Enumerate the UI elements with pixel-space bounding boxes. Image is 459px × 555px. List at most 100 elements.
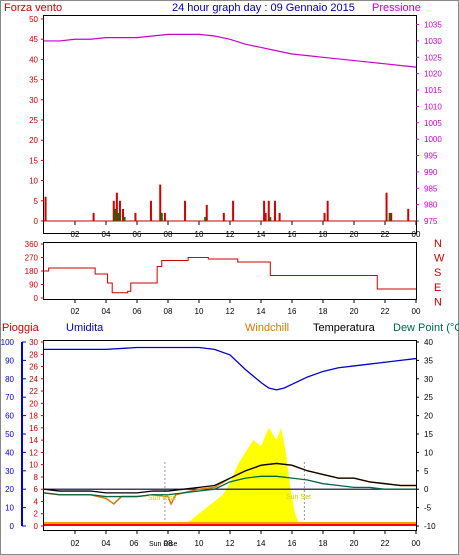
wind-bar xyxy=(390,212,393,221)
hour-tick-label: 04 xyxy=(102,307,111,316)
temperature-tick-label: 10 xyxy=(424,448,433,457)
hour-tick-label: 12 xyxy=(226,307,235,316)
wind-bar xyxy=(92,212,95,221)
pressure-tick-label: 975 xyxy=(424,217,438,226)
hour-tick-label: 14 xyxy=(257,539,266,548)
hour-tick-label: 20 xyxy=(350,307,359,316)
hour-tick-label: 02 xyxy=(71,230,80,239)
wind-tick-label: 35 xyxy=(29,76,38,85)
wind-tick-label: 45 xyxy=(29,35,38,44)
wind-bar xyxy=(385,192,388,221)
panel-wind-pressure-frame xyxy=(43,15,417,234)
rain-tick-label: 28 xyxy=(29,350,38,359)
hour-tick-label: 22 xyxy=(381,230,390,239)
sun-rise-note: Sun Rise xyxy=(149,541,178,548)
wind-bar xyxy=(163,212,166,221)
hour-tick-label: 18 xyxy=(319,307,328,316)
wind-bar xyxy=(205,204,208,221)
wind-bar xyxy=(222,212,225,221)
humidity-tick-label: 70 xyxy=(5,393,14,402)
direction-tick-label: 360 xyxy=(25,240,39,249)
rain-tick-label: 12 xyxy=(29,448,38,457)
rain-tick-label: 22 xyxy=(29,387,38,396)
panel-direction-frame xyxy=(43,242,417,300)
rain-baseline-upper xyxy=(44,522,416,524)
wind-bar xyxy=(326,200,329,221)
temperature-tick-label: 25 xyxy=(424,393,433,402)
humidity-axis-label: Umidita xyxy=(66,322,104,334)
temperature-ticks: 0102030405060708090100024681012141618202… xyxy=(1,338,436,548)
hour-tick-label: 08 xyxy=(164,230,173,239)
hour-tick-label: 10 xyxy=(195,230,204,239)
wind-bar xyxy=(263,200,266,221)
humidity-tick-label: 40 xyxy=(5,448,14,457)
hour-tick-label: 22 xyxy=(381,539,390,548)
gust-bar xyxy=(388,212,391,221)
humidity-tick-label: 60 xyxy=(5,412,14,421)
wind-bar xyxy=(232,200,235,221)
humidity-tick-label: 100 xyxy=(1,338,15,347)
wind-tick-label: 40 xyxy=(29,55,38,64)
temperature-marks xyxy=(43,346,417,526)
wind-bar xyxy=(115,192,118,221)
hour-tick-label: 14 xyxy=(257,230,266,239)
pressure-tick-label: 990 xyxy=(424,168,438,177)
wind-tick-label: 25 xyxy=(29,116,38,125)
rain-tick-label: 26 xyxy=(29,363,38,372)
pressure-tick-label: 1000 xyxy=(424,135,442,144)
wind-bar xyxy=(159,184,162,221)
hour-tick-label: 12 xyxy=(226,230,235,239)
rain-tick-label: 24 xyxy=(29,375,38,384)
pressure-tick-label: 985 xyxy=(424,184,438,193)
pressure-axis-label: Pressione xyxy=(372,2,421,14)
direction-tick-label: 270 xyxy=(25,254,39,263)
wind-bar xyxy=(134,212,137,221)
dewpoint-label: Dew Point (°C xyxy=(393,322,459,334)
hour-tick-label: 22 xyxy=(381,307,390,316)
pressure-tick-label: 1035 xyxy=(424,21,442,30)
hour-tick-label: 16 xyxy=(288,230,297,239)
rain-tick-label: 30 xyxy=(29,338,38,347)
humidity-tick-label: 30 xyxy=(5,467,14,476)
direction-marks xyxy=(44,257,416,294)
wind-tick-label: 50 xyxy=(29,15,38,24)
rain-tick-label: 0 xyxy=(34,522,39,531)
hour-tick-label: 00 xyxy=(412,230,421,239)
compass-label: W xyxy=(434,253,445,265)
sun-set-label: Sun Set xyxy=(286,494,311,501)
humidity-tick-label: 80 xyxy=(5,375,14,384)
hour-tick-label: 08 xyxy=(164,307,173,316)
rain-tick-label: 8 xyxy=(34,473,39,482)
rain-tick-label: 10 xyxy=(29,461,38,470)
wind-bar xyxy=(267,200,270,221)
direction-tick-label: 0 xyxy=(34,294,39,303)
humidity-tick-label: 50 xyxy=(5,430,14,439)
gust-bar xyxy=(114,208,117,221)
hour-tick-label: 04 xyxy=(102,230,111,239)
temperature-tick-label: 35 xyxy=(424,356,433,365)
wind-tick-label: 0 xyxy=(34,217,39,226)
wind-bar xyxy=(44,196,47,221)
wind-bar xyxy=(149,200,152,221)
compass-label: S xyxy=(434,267,441,279)
hour-tick-label: 10 xyxy=(195,307,204,316)
temperature-tick-label: -10 xyxy=(424,522,436,531)
wind-axis-label: Forza vento xyxy=(4,2,62,14)
wind-tick-label: 20 xyxy=(29,136,38,145)
hour-tick-label: 16 xyxy=(288,307,297,316)
hour-tick-label: 00 xyxy=(412,539,421,548)
direction-tick-label: 90 xyxy=(29,281,38,290)
wind-bar xyxy=(278,212,281,221)
humidity-tick-label: 90 xyxy=(5,356,14,365)
solar-area xyxy=(180,427,300,526)
rain-tick-label: 4 xyxy=(34,497,39,506)
humidity-tick-label: 0 xyxy=(10,522,15,531)
compass-label: N xyxy=(434,238,442,250)
wind-bar xyxy=(184,200,187,221)
hour-tick-label: 20 xyxy=(350,230,359,239)
wind-tick-label: 15 xyxy=(29,156,38,165)
gust-bar xyxy=(123,216,126,221)
pressure-tick-label: 1005 xyxy=(424,119,442,128)
